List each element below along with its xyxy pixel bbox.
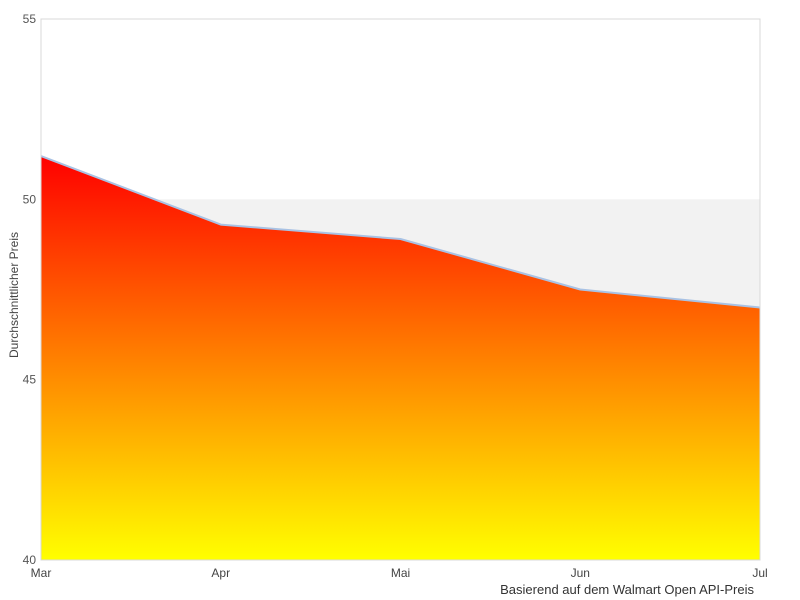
plot-border [40, 18, 761, 561]
x-tick-label: Mai [391, 566, 410, 580]
x-tick-label: Apr [211, 566, 230, 580]
area-line [40, 155, 761, 309]
x-tick-label: Mar [31, 566, 52, 580]
area-fill [41, 156, 760, 560]
y-axis-title: Durchschnittlicher Preis [7, 231, 21, 359]
y-tick-label: 55 [23, 12, 37, 26]
y-tick-label: 50 [23, 192, 37, 206]
y-tick-label: 45 [23, 373, 37, 387]
y-tick-label: 40 [23, 553, 37, 567]
chart-caption: Basierend auf dem Walmart Open API-Preis [500, 582, 754, 597]
x-tick-label: Jun [571, 566, 590, 580]
x-tick-label: Jul [752, 566, 767, 580]
